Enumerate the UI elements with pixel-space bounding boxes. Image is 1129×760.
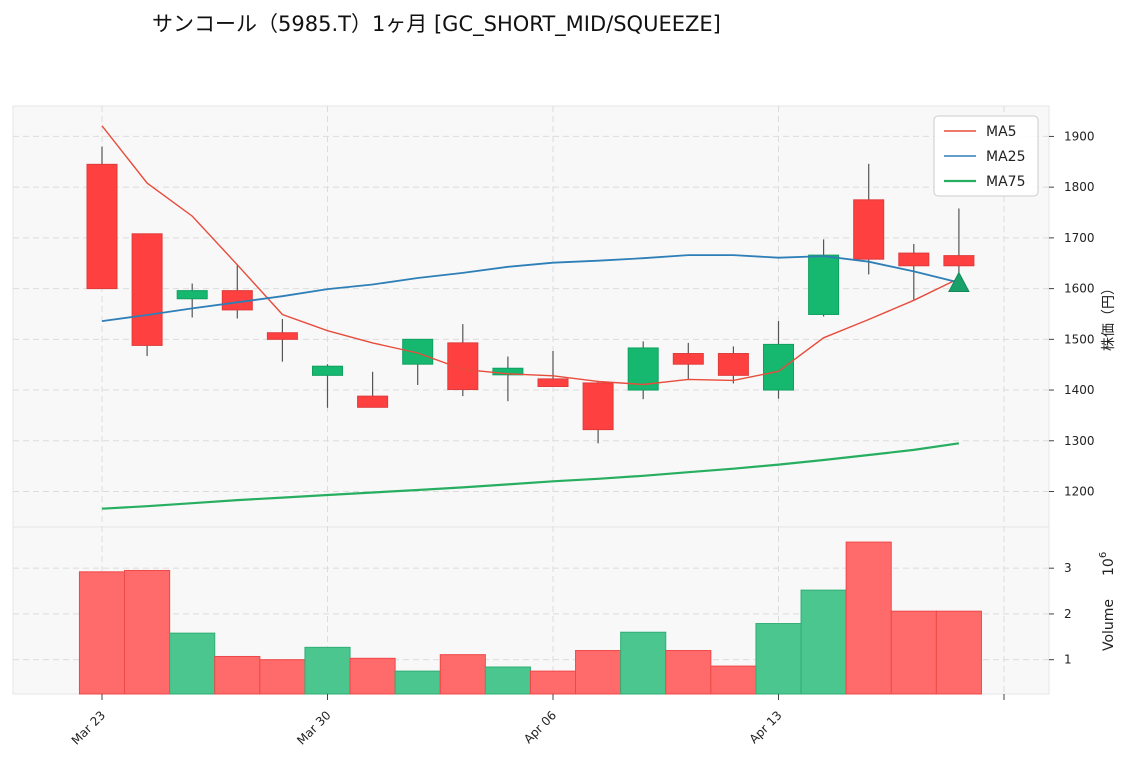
signal-marker bbox=[948, 271, 970, 293]
legend-label: MA75 bbox=[986, 174, 1025, 190]
volume-bar bbox=[710, 665, 757, 695]
volume-bar bbox=[620, 631, 667, 695]
price-tick-label: 1900 bbox=[1064, 129, 1095, 143]
volume-bar bbox=[800, 589, 847, 695]
candle-body bbox=[582, 382, 614, 431]
candle-body bbox=[537, 378, 569, 387]
price-panel bbox=[12, 105, 1050, 528]
volume-bar bbox=[259, 659, 306, 695]
volume-bar bbox=[349, 657, 396, 695]
chart-title: サンコール（5985.T）1ヶ月 [GC_SHORT_MID/SQUEEZE] bbox=[152, 12, 721, 36]
candle-body bbox=[492, 367, 524, 376]
volume-tick-label: 1 bbox=[1064, 653, 1072, 667]
volume-bar bbox=[529, 670, 577, 695]
volume-axis-label: Volume bbox=[1101, 599, 1117, 651]
candle-body bbox=[312, 365, 343, 376]
line-ma25 bbox=[101, 254, 960, 322]
volume-bar bbox=[755, 623, 802, 695]
candle-body bbox=[266, 332, 298, 340]
candle-body bbox=[672, 353, 704, 365]
volume-tick-label: 3 bbox=[1064, 561, 1072, 575]
candle-body bbox=[853, 199, 885, 260]
price-tick-label: 1700 bbox=[1064, 231, 1095, 245]
price-tick-label: 1400 bbox=[1064, 383, 1095, 397]
legend-label: MA25 bbox=[986, 149, 1025, 165]
line-ma5 bbox=[101, 125, 960, 386]
legend-label: MA5 bbox=[986, 124, 1017, 140]
volume-bar bbox=[845, 541, 892, 695]
legend-box bbox=[933, 115, 1039, 197]
volume-bar bbox=[935, 610, 982, 695]
candle-body bbox=[943, 255, 975, 267]
price-tick-label: 1800 bbox=[1064, 180, 1095, 194]
candle-body bbox=[402, 338, 434, 365]
price-tick-label: 1600 bbox=[1064, 282, 1095, 296]
volume-bar bbox=[575, 650, 622, 695]
price-tick-label: 1200 bbox=[1064, 484, 1095, 498]
candle-body bbox=[763, 343, 794, 391]
price-tick-label: 1300 bbox=[1064, 434, 1095, 448]
volume-bar bbox=[484, 666, 531, 695]
volume-bar bbox=[394, 670, 441, 695]
volume-offset-label: 106 bbox=[1098, 552, 1117, 576]
volume-bar bbox=[214, 655, 261, 695]
line-ma75 bbox=[101, 442, 960, 510]
price-axis-label: 株価（円） bbox=[1101, 281, 1117, 351]
candle-body bbox=[131, 233, 163, 346]
volume-bar bbox=[439, 654, 486, 695]
candle-body bbox=[808, 254, 840, 315]
date-tick-label: Mar 23 bbox=[69, 708, 108, 747]
candle-body bbox=[898, 252, 930, 267]
volume-bar bbox=[304, 646, 351, 695]
candle-body bbox=[86, 163, 118, 290]
price-tick-label: 1500 bbox=[1064, 332, 1095, 346]
volume-bar bbox=[890, 610, 937, 695]
candle-body bbox=[717, 353, 749, 376]
volume-bar bbox=[169, 632, 216, 695]
date-tick-label: Apr 06 bbox=[521, 708, 559, 746]
volume-bar bbox=[78, 571, 126, 695]
volume-bar bbox=[124, 569, 171, 695]
date-tick-label: Apr 13 bbox=[747, 708, 785, 746]
date-tick-label: Mar 30 bbox=[294, 708, 333, 747]
candle-body bbox=[357, 395, 389, 408]
volume-bar bbox=[665, 650, 712, 695]
volume-tick-label: 2 bbox=[1064, 607, 1072, 621]
candle-body bbox=[176, 290, 208, 300]
